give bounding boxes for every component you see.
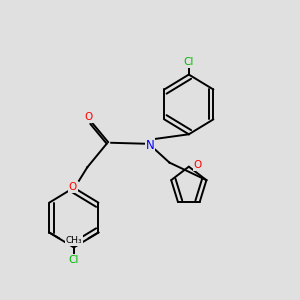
- Text: CH₃: CH₃: [65, 236, 82, 245]
- Text: CH₃: CH₃: [66, 236, 82, 245]
- Text: Cl: Cl: [69, 255, 79, 265]
- Text: O: O: [85, 112, 93, 122]
- Text: Cl: Cl: [184, 57, 194, 67]
- Text: N: N: [146, 139, 154, 152]
- Text: O: O: [69, 182, 77, 192]
- Text: O: O: [194, 160, 202, 170]
